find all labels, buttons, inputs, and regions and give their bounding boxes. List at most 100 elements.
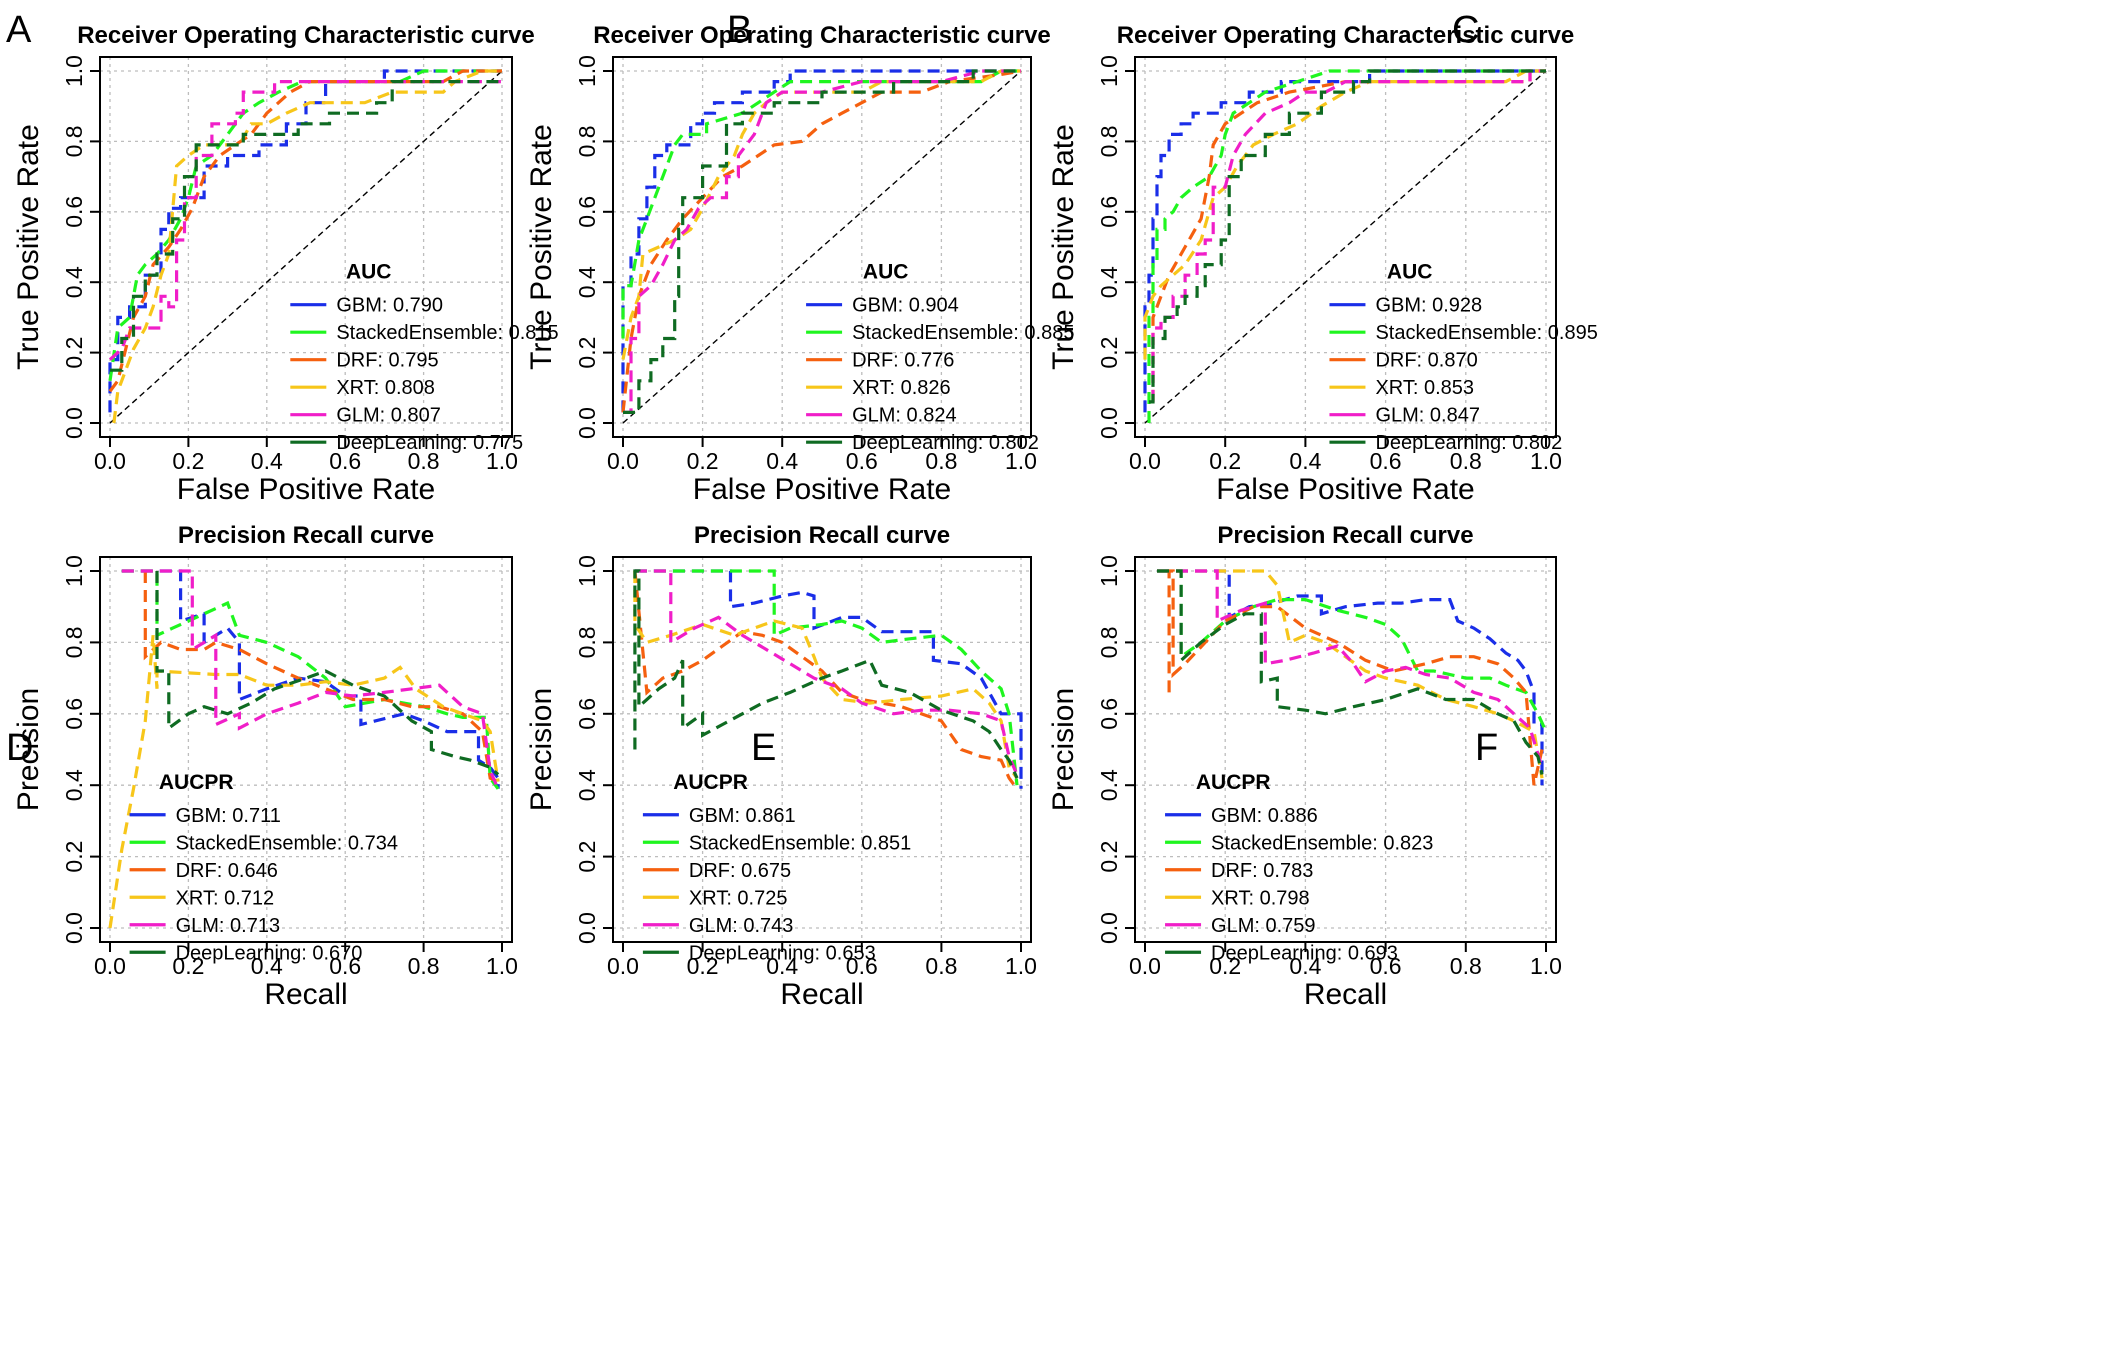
legend-entry: DeepLearning: 0.653	[689, 942, 876, 964]
legend-entry: XRT: 0.798	[1211, 887, 1310, 909]
legend-entry: GLM: 0.713	[176, 915, 281, 937]
y-tick-label: 0.0	[61, 912, 87, 944]
series-line-glm	[1157, 569, 1544, 768]
y-axis-label: Precision	[1047, 688, 1080, 811]
x-tick-label: 0.4	[251, 448, 283, 474]
x-axis-label: False Positive Rate	[1216, 473, 1474, 506]
legend-entry: GLM: 0.759	[1211, 915, 1316, 937]
panel-letter: C	[1452, 9, 1479, 51]
x-tick-label: 0.8	[1450, 448, 1482, 474]
y-tick-label: 0.4	[574, 769, 600, 801]
x-tick-label: 1.0	[486, 953, 518, 979]
legend-entry: DRF: 0.795	[336, 350, 438, 372]
legend-title: AUCPR	[1196, 771, 1271, 794]
legend-entry: XRT: 0.712	[176, 887, 275, 909]
x-tick-label: 1.0	[1530, 953, 1562, 979]
y-tick-label: 0.0	[574, 912, 600, 944]
y-tick-label: 0.8	[574, 626, 600, 658]
x-tick-label: 0.6	[1370, 953, 1402, 979]
panel-letter: E	[751, 727, 776, 769]
y-axis-label: Precision	[525, 688, 558, 811]
chart-title: Precision Recall curve	[694, 522, 950, 549]
legend-entry: GLM: 0.824	[852, 405, 957, 427]
legend-entry: StackedEnsemble: 0.815	[336, 322, 558, 344]
chart-panel-e: E Precision Recall curve 0.0 0.0 0.2 0.2 0.4 0.…	[525, 522, 1037, 1011]
x-axis-label: Recall	[1304, 978, 1387, 1011]
y-tick-label: 0.2	[1096, 337, 1122, 369]
legend-entry: GLM: 0.847	[1375, 405, 1480, 427]
legend-entry: GLM: 0.807	[336, 405, 441, 427]
x-axis-label: False Positive Rate	[693, 473, 951, 506]
legend-entry: GBM: 0.790	[336, 295, 443, 317]
chart-panel-d: D Precision Recall curve 0.0 0.0 0.2 0.2 0.4 0.…	[6, 522, 518, 1011]
legend-entry: StackedEnsemble: 0.895	[1375, 322, 1597, 344]
y-tick-label: 0.4	[61, 266, 87, 298]
y-tick-label: 0.8	[61, 125, 87, 157]
x-tick-label: 0.4	[1289, 448, 1321, 474]
y-tick-label: 0.6	[1096, 196, 1122, 228]
legend-title: AUC	[1387, 261, 1433, 284]
chart-title: Receiver Operating Characteristic curve	[1117, 22, 1575, 49]
legend-entry: StackedEnsemble: 0.734	[176, 832, 398, 854]
y-tick-label: 1.0	[61, 555, 87, 587]
legend-title: AUCPR	[159, 771, 234, 794]
x-axis-label: Recall	[264, 978, 347, 1011]
x-tick-label: 0.8	[925, 953, 957, 979]
legend-entry: XRT: 0.808	[336, 377, 435, 399]
series-line-deeplearning	[633, 569, 1019, 779]
series-line-xrt	[633, 571, 1019, 780]
legend-entry: DeepLearning: 0.802	[852, 432, 1039, 454]
y-tick-label: 0.8	[1096, 626, 1122, 658]
series-line-stackedensemble	[621, 69, 1021, 339]
x-tick-label: 1.0	[1005, 953, 1037, 979]
y-tick-label: 0.6	[1096, 698, 1122, 730]
panel-letter: D	[6, 727, 33, 769]
series-line-stackedensemble	[1157, 569, 1548, 733]
x-tick-label: 0.4	[251, 953, 283, 979]
chart-title: Precision Recall curve	[1217, 522, 1473, 549]
series-line-drf	[621, 69, 1022, 413]
x-tick-label: 0.8	[925, 448, 957, 474]
x-tick-label: 0.2	[687, 953, 719, 979]
legend-entry: DeepLearning: 0.693	[1211, 942, 1398, 964]
series-line-xrt	[1143, 69, 1546, 360]
legend-entry: GBM: 0.711	[176, 805, 281, 827]
chart-title: Receiver Operating Characteristic curve	[77, 22, 535, 49]
x-axis-label: Recall	[780, 978, 863, 1011]
series-line-xrt	[621, 69, 1021, 360]
legend-entry: GBM: 0.928	[1375, 295, 1482, 317]
y-tick-label: 1.0	[1096, 55, 1122, 87]
y-tick-label: 0.0	[1096, 912, 1122, 944]
legend-entry: GBM: 0.861	[689, 805, 796, 827]
x-tick-label: 0.0	[1129, 448, 1161, 474]
series-line-deeplearning	[1149, 69, 1546, 404]
series-line-gbm	[621, 69, 1021, 413]
y-tick-label: 0.6	[61, 196, 87, 228]
plot-frame	[612, 556, 1032, 943]
series-line-stackedensemble	[1147, 69, 1546, 423]
y-tick-label: 0.2	[1096, 841, 1122, 873]
x-tick-label: 0.6	[329, 448, 361, 474]
y-tick-label: 0.2	[574, 337, 600, 369]
panel-letter: F	[1475, 727, 1498, 769]
series-line-deeplearning	[110, 80, 502, 372]
legend-title: AUC	[346, 261, 392, 284]
series-line-gbm	[634, 569, 1023, 789]
x-tick-label: 0.8	[408, 953, 440, 979]
y-tick-label: 1.0	[574, 55, 600, 87]
legend-title: AUC	[863, 261, 909, 284]
legend-entry: DRF: 0.776	[852, 350, 954, 372]
y-tick-label: 0.6	[574, 698, 600, 730]
chart-panel-f: F Precision Recall curve 0.0 0.0 0.2 0.2 0.4 0.…	[1047, 522, 1562, 1011]
x-tick-label: 0.6	[846, 953, 878, 979]
y-tick-label: 0.4	[1096, 266, 1122, 298]
x-tick-label: 0.0	[607, 953, 639, 979]
legend-entry: DRF: 0.783	[1211, 860, 1313, 882]
series-line-xrt	[108, 635, 500, 929]
y-tick-label: 0.8	[574, 125, 600, 157]
legend-entry: DRF: 0.675	[689, 860, 791, 882]
diagonal-reference-line	[109, 70, 503, 424]
x-tick-label: 0.4	[766, 448, 798, 474]
